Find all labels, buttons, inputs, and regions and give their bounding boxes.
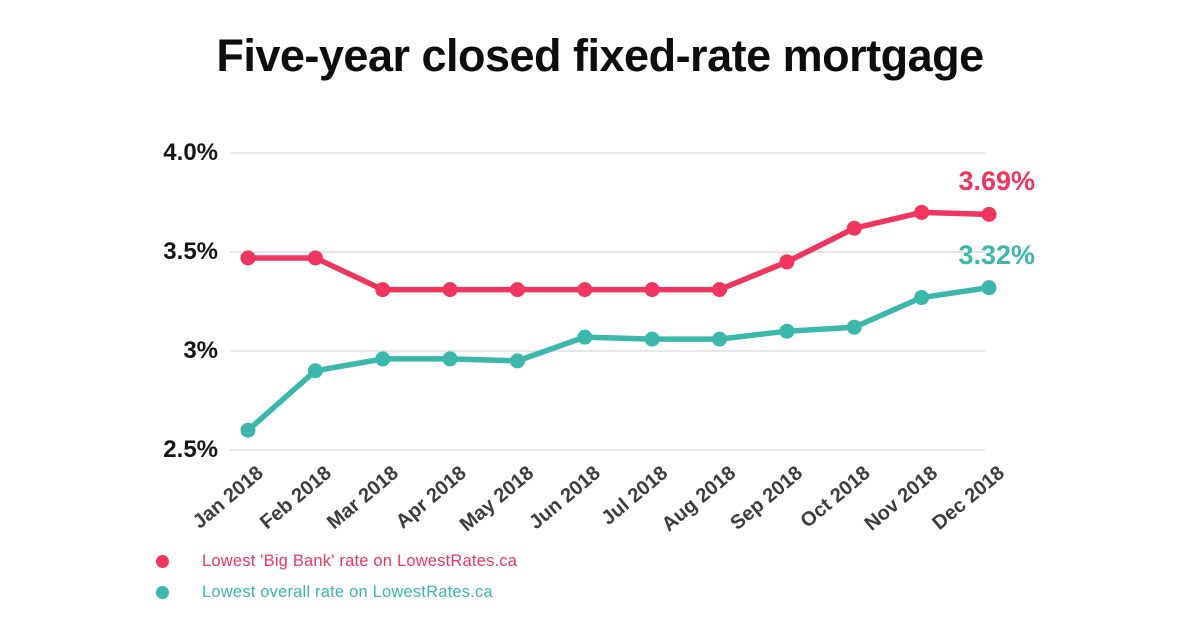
data-point: [509, 282, 525, 298]
data-point: [577, 282, 593, 298]
data-point: [307, 363, 323, 379]
y-axis-label: 3%: [183, 337, 218, 364]
chart-title: Five-year closed fixed-rate mortgage: [216, 30, 984, 81]
data-point: [779, 323, 795, 339]
data-point: [442, 282, 458, 298]
series-line-1: [245, 284, 992, 433]
data-point: [307, 250, 323, 266]
data-point: [712, 331, 728, 347]
data-point: [240, 250, 256, 266]
legend-dot-icon: [156, 585, 169, 599]
data-point: [442, 351, 458, 367]
data-point: [375, 282, 391, 298]
data-point: [914, 204, 930, 220]
legend-item: Lowest overall rate on LowestRates.ca: [156, 582, 517, 602]
series-end-label: 3.69%: [958, 166, 1035, 197]
data-point: [846, 319, 862, 335]
data-point: [914, 290, 930, 306]
legend-label: Lowest 'Big Bank' rate on LowestRates.ca: [202, 551, 518, 570]
y-axis-label: 2.5%: [163, 436, 218, 463]
data-point: [712, 282, 728, 298]
y-axis-label: 4.0%: [163, 139, 218, 166]
data-point: [509, 353, 525, 369]
series-end-label: 3.32%: [958, 239, 1035, 270]
legend-label: Lowest overall rate on LowestRates.ca: [202, 582, 493, 601]
data-point: [779, 254, 795, 270]
legend-dot-icon: [156, 554, 169, 568]
data-point: [644, 331, 660, 347]
data-point: [846, 220, 862, 236]
data-point: [644, 282, 660, 298]
data-point: [577, 329, 593, 345]
data-point: [981, 206, 997, 222]
legend-item: Lowest 'Big Bank' rate on LowestRates.ca: [156, 551, 517, 571]
series-line-0: [245, 209, 992, 293]
data-point: [375, 351, 391, 367]
data-point: [981, 280, 997, 296]
y-axis-label: 3.5%: [163, 238, 218, 265]
data-point: [240, 422, 256, 438]
legend: Lowest 'Big Bank' rate on LowestRates.ca…: [156, 551, 517, 613]
